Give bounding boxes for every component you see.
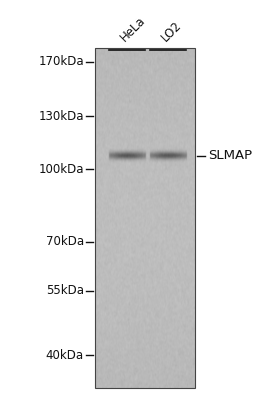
Text: 100kDa: 100kDa xyxy=(38,163,84,176)
Text: 40kDa: 40kDa xyxy=(46,348,84,362)
Text: LO2: LO2 xyxy=(159,19,184,44)
Text: 130kDa: 130kDa xyxy=(38,110,84,123)
Text: 55kDa: 55kDa xyxy=(46,284,84,297)
Bar xyxy=(95,48,195,388)
Text: HeLa: HeLa xyxy=(118,14,148,44)
Text: 170kDa: 170kDa xyxy=(38,55,84,68)
Text: SLMAP: SLMAP xyxy=(208,149,252,162)
Text: 70kDa: 70kDa xyxy=(46,235,84,248)
